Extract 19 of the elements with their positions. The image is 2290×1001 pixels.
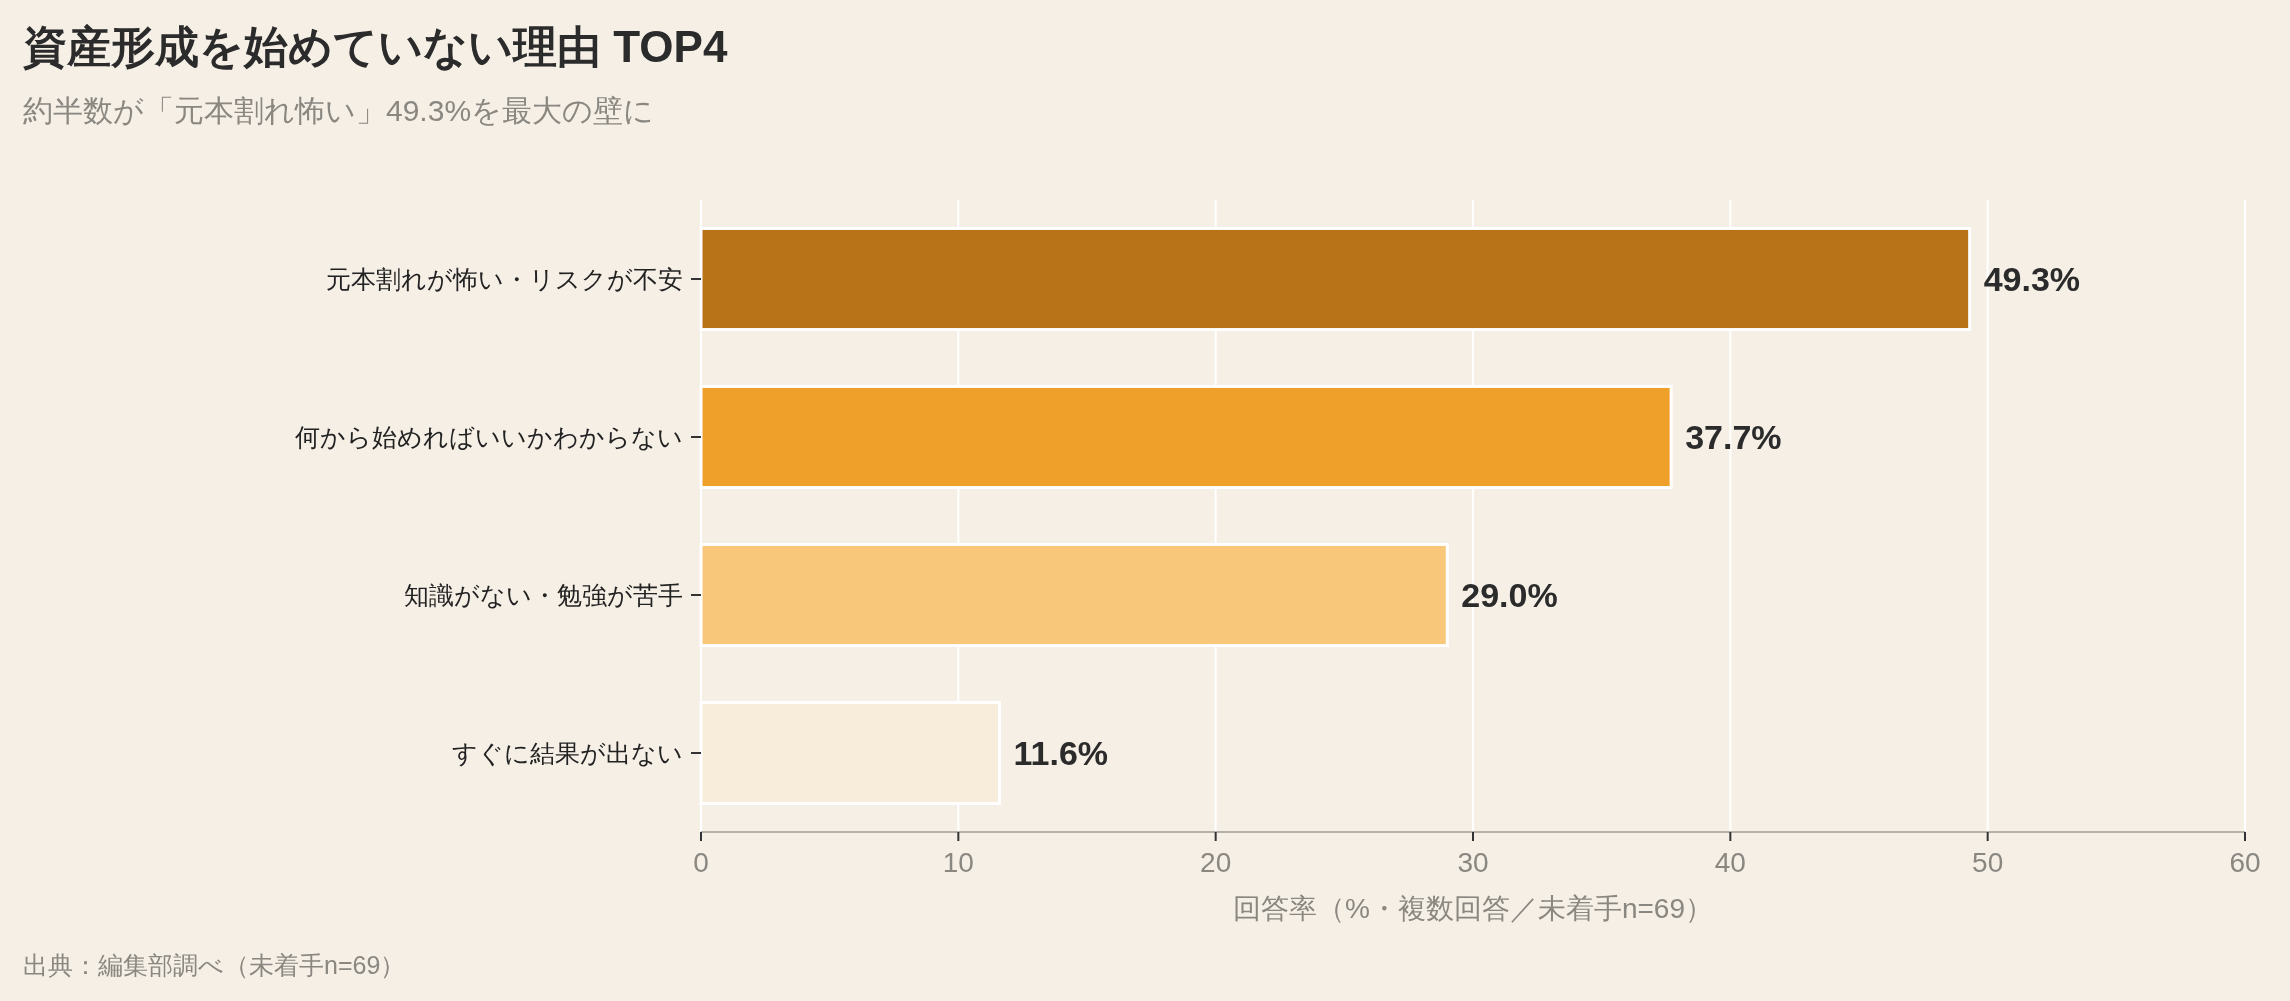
source-note: 出典：編集部調べ（未着手n=69）: [23, 951, 406, 979]
x-tick-label: 20: [1200, 847, 1232, 878]
x-tick-label: 60: [2229, 847, 2261, 878]
data-label: 11.6%: [1013, 734, 1109, 772]
data-label: 29.0%: [1461, 576, 1558, 614]
y-tick-label: 何から始めればいいかわからない: [295, 423, 683, 451]
y-tick-label: すぐに結果が出ない: [452, 739, 683, 767]
x-axis-title: 回答率（%・複数回答／未着手n=69）: [1233, 893, 1713, 924]
chart-title: 資産形成を始めていない理由 TOP4: [23, 22, 728, 71]
x-tick-label: 50: [1972, 847, 2004, 878]
data-label: 49.3%: [1983, 260, 2081, 298]
y-tick-label: 元本割れが怖い・リスクが不安: [326, 265, 683, 293]
x-tick-label: 10: [942, 847, 974, 878]
data-label: 37.7%: [1685, 418, 1782, 456]
x-tick-label: 0: [693, 847, 709, 878]
x-tick-label: 30: [1457, 847, 1489, 878]
y-tick-label: 知識がない・勉強が苦手: [404, 581, 683, 609]
x-tick-label: 40: [1714, 847, 1746, 878]
text: 約半数が「元本割れ怖い」49.3%を最大の壁に: [23, 94, 655, 127]
